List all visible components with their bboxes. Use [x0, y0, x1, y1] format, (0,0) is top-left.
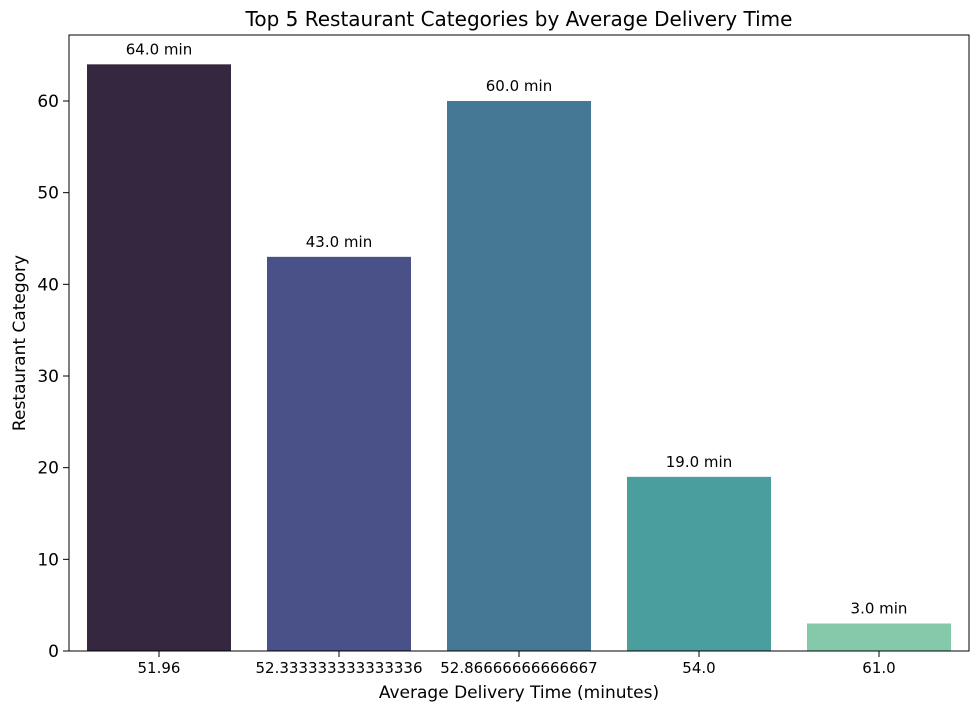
bar-4 [627, 476, 771, 651]
data-label-3: 60.0 min [486, 77, 552, 95]
y-tick-label-0: 0 [48, 642, 59, 662]
x-tick-label-0: 51.96 [138, 659, 181, 677]
y-axis-title: Restaurant Category [10, 255, 30, 431]
plot-area: 64.0 min 43.0 min 60.0 min 19.0 min 3.0 min 0… [37, 34, 970, 677]
y-tick-label-1: 10 [37, 550, 59, 570]
x-tick-label-2: 52.86666666666667 [440, 659, 597, 677]
bar-3 [447, 101, 591, 651]
data-label-5: 3.0 min [851, 600, 908, 618]
y-tick-label-3: 30 [37, 367, 59, 387]
y-tick-label-4: 40 [37, 275, 59, 295]
x-axis-title: Average Delivery Time (minutes) [379, 683, 659, 703]
data-label-4: 19.0 min [666, 453, 732, 471]
chart-title: Top 5 Restaurant Categories by Average D… [245, 7, 793, 31]
y-tick-label-5: 50 [37, 184, 59, 204]
y-tick-label-2: 20 [37, 459, 59, 479]
y-tick-label-6: 60 [37, 92, 59, 112]
data-label-1: 64.0 min [126, 40, 192, 58]
x-tick-label-3: 54.0 [682, 659, 715, 677]
data-label-2: 43.0 min [306, 233, 372, 251]
bar-1 [87, 64, 231, 652]
x-tick-label-4: 61.0 [862, 659, 895, 677]
x-tick-label-1: 52.333333333333336 [255, 659, 422, 677]
bar-5 [807, 623, 951, 651]
bar-2 [267, 256, 411, 651]
